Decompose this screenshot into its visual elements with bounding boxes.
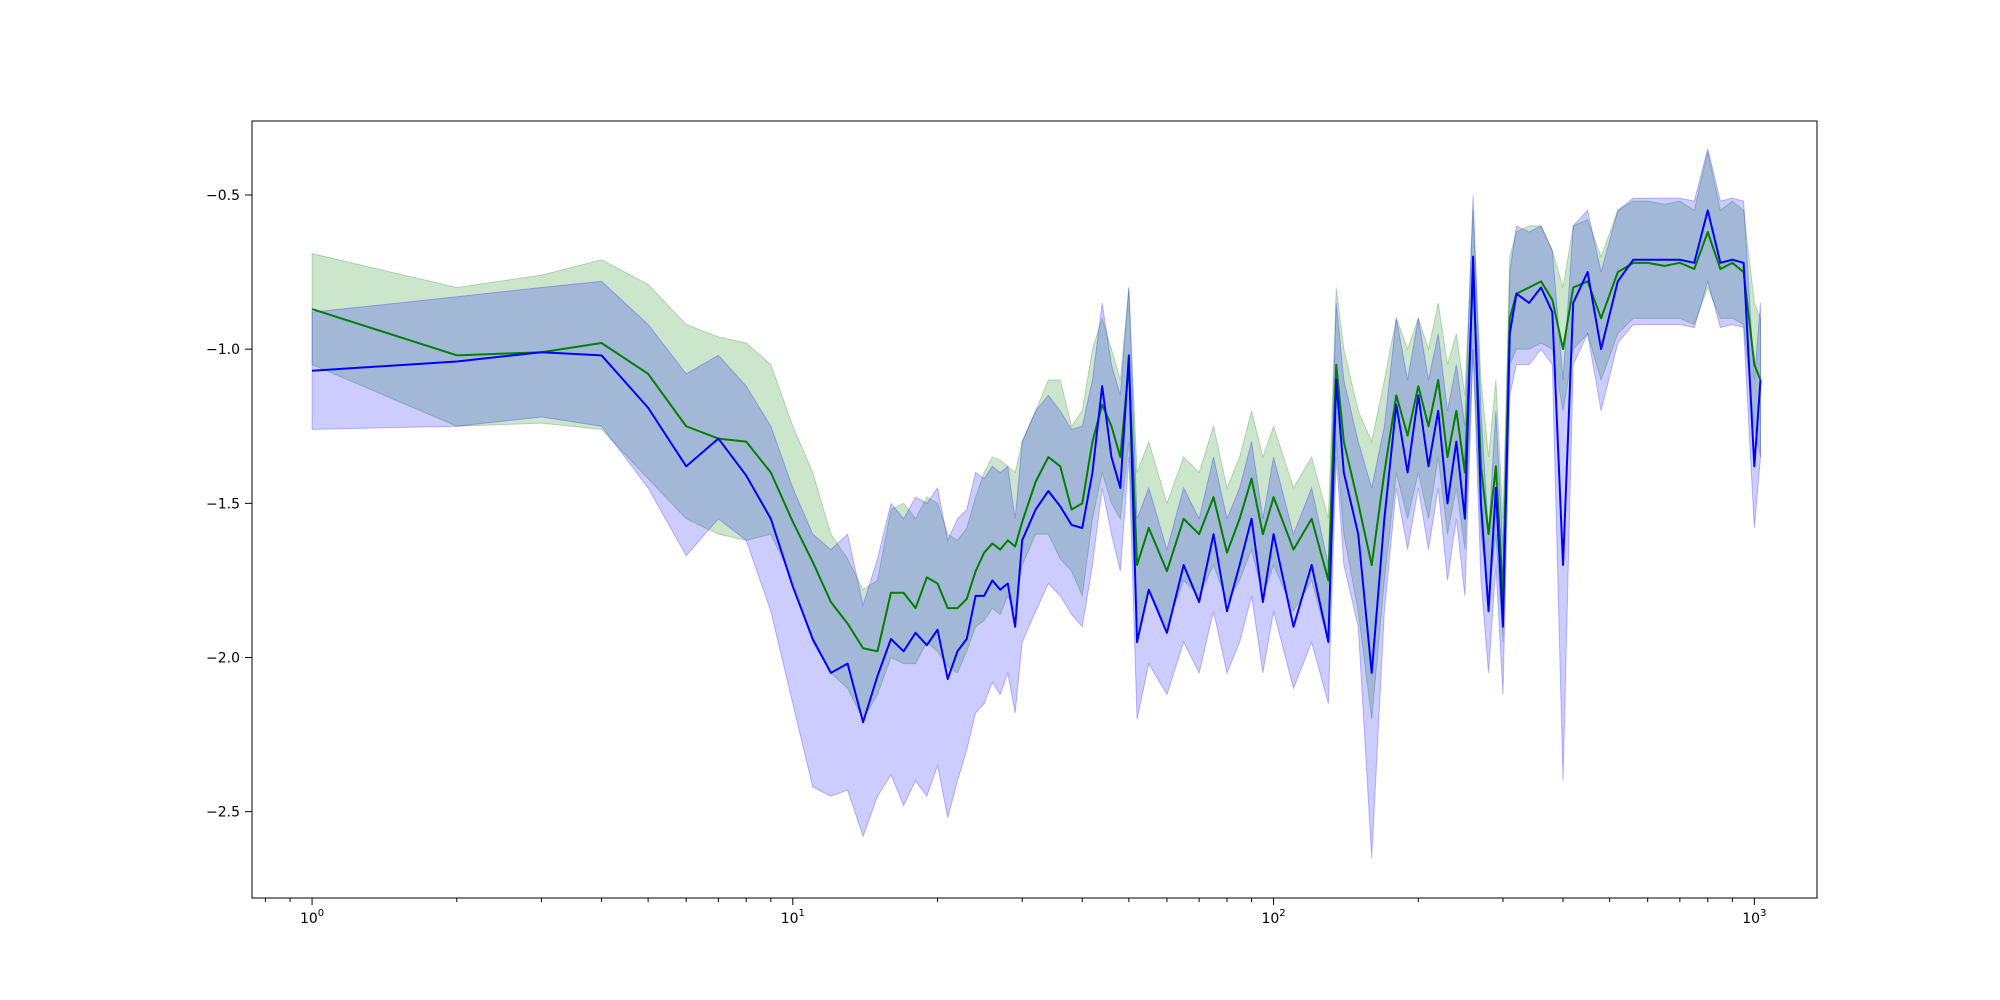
x-tick-label: 100 [300, 908, 324, 927]
plot-area-frame [251, 120, 1818, 899]
y-tick-label: −2.0 [206, 651, 240, 667]
series-1-line [311, 231, 1762, 653]
x-tick-label: 102 [1261, 908, 1285, 927]
series-1-band [311, 151, 1762, 721]
x-tick-label: 103 [1742, 908, 1766, 927]
y-axis: −0.5 −1.0 −1.5 −2.0 −2.5 [206, 188, 252, 821]
y-tick-label: −1.5 [206, 496, 240, 512]
series-lines [311, 209, 1762, 724]
y-tick-label: −2.5 [206, 805, 240, 821]
x-axis: 100 101 102 103 [264, 898, 1766, 927]
series-2-line [312, 209, 1762, 724]
x-tick-label: 101 [781, 908, 805, 927]
y-tick-label: −0.5 [206, 188, 240, 204]
confidence-bands [311, 148, 1762, 858]
series-2-band [311, 148, 1762, 858]
y-tick-label: −1.0 [206, 342, 240, 358]
